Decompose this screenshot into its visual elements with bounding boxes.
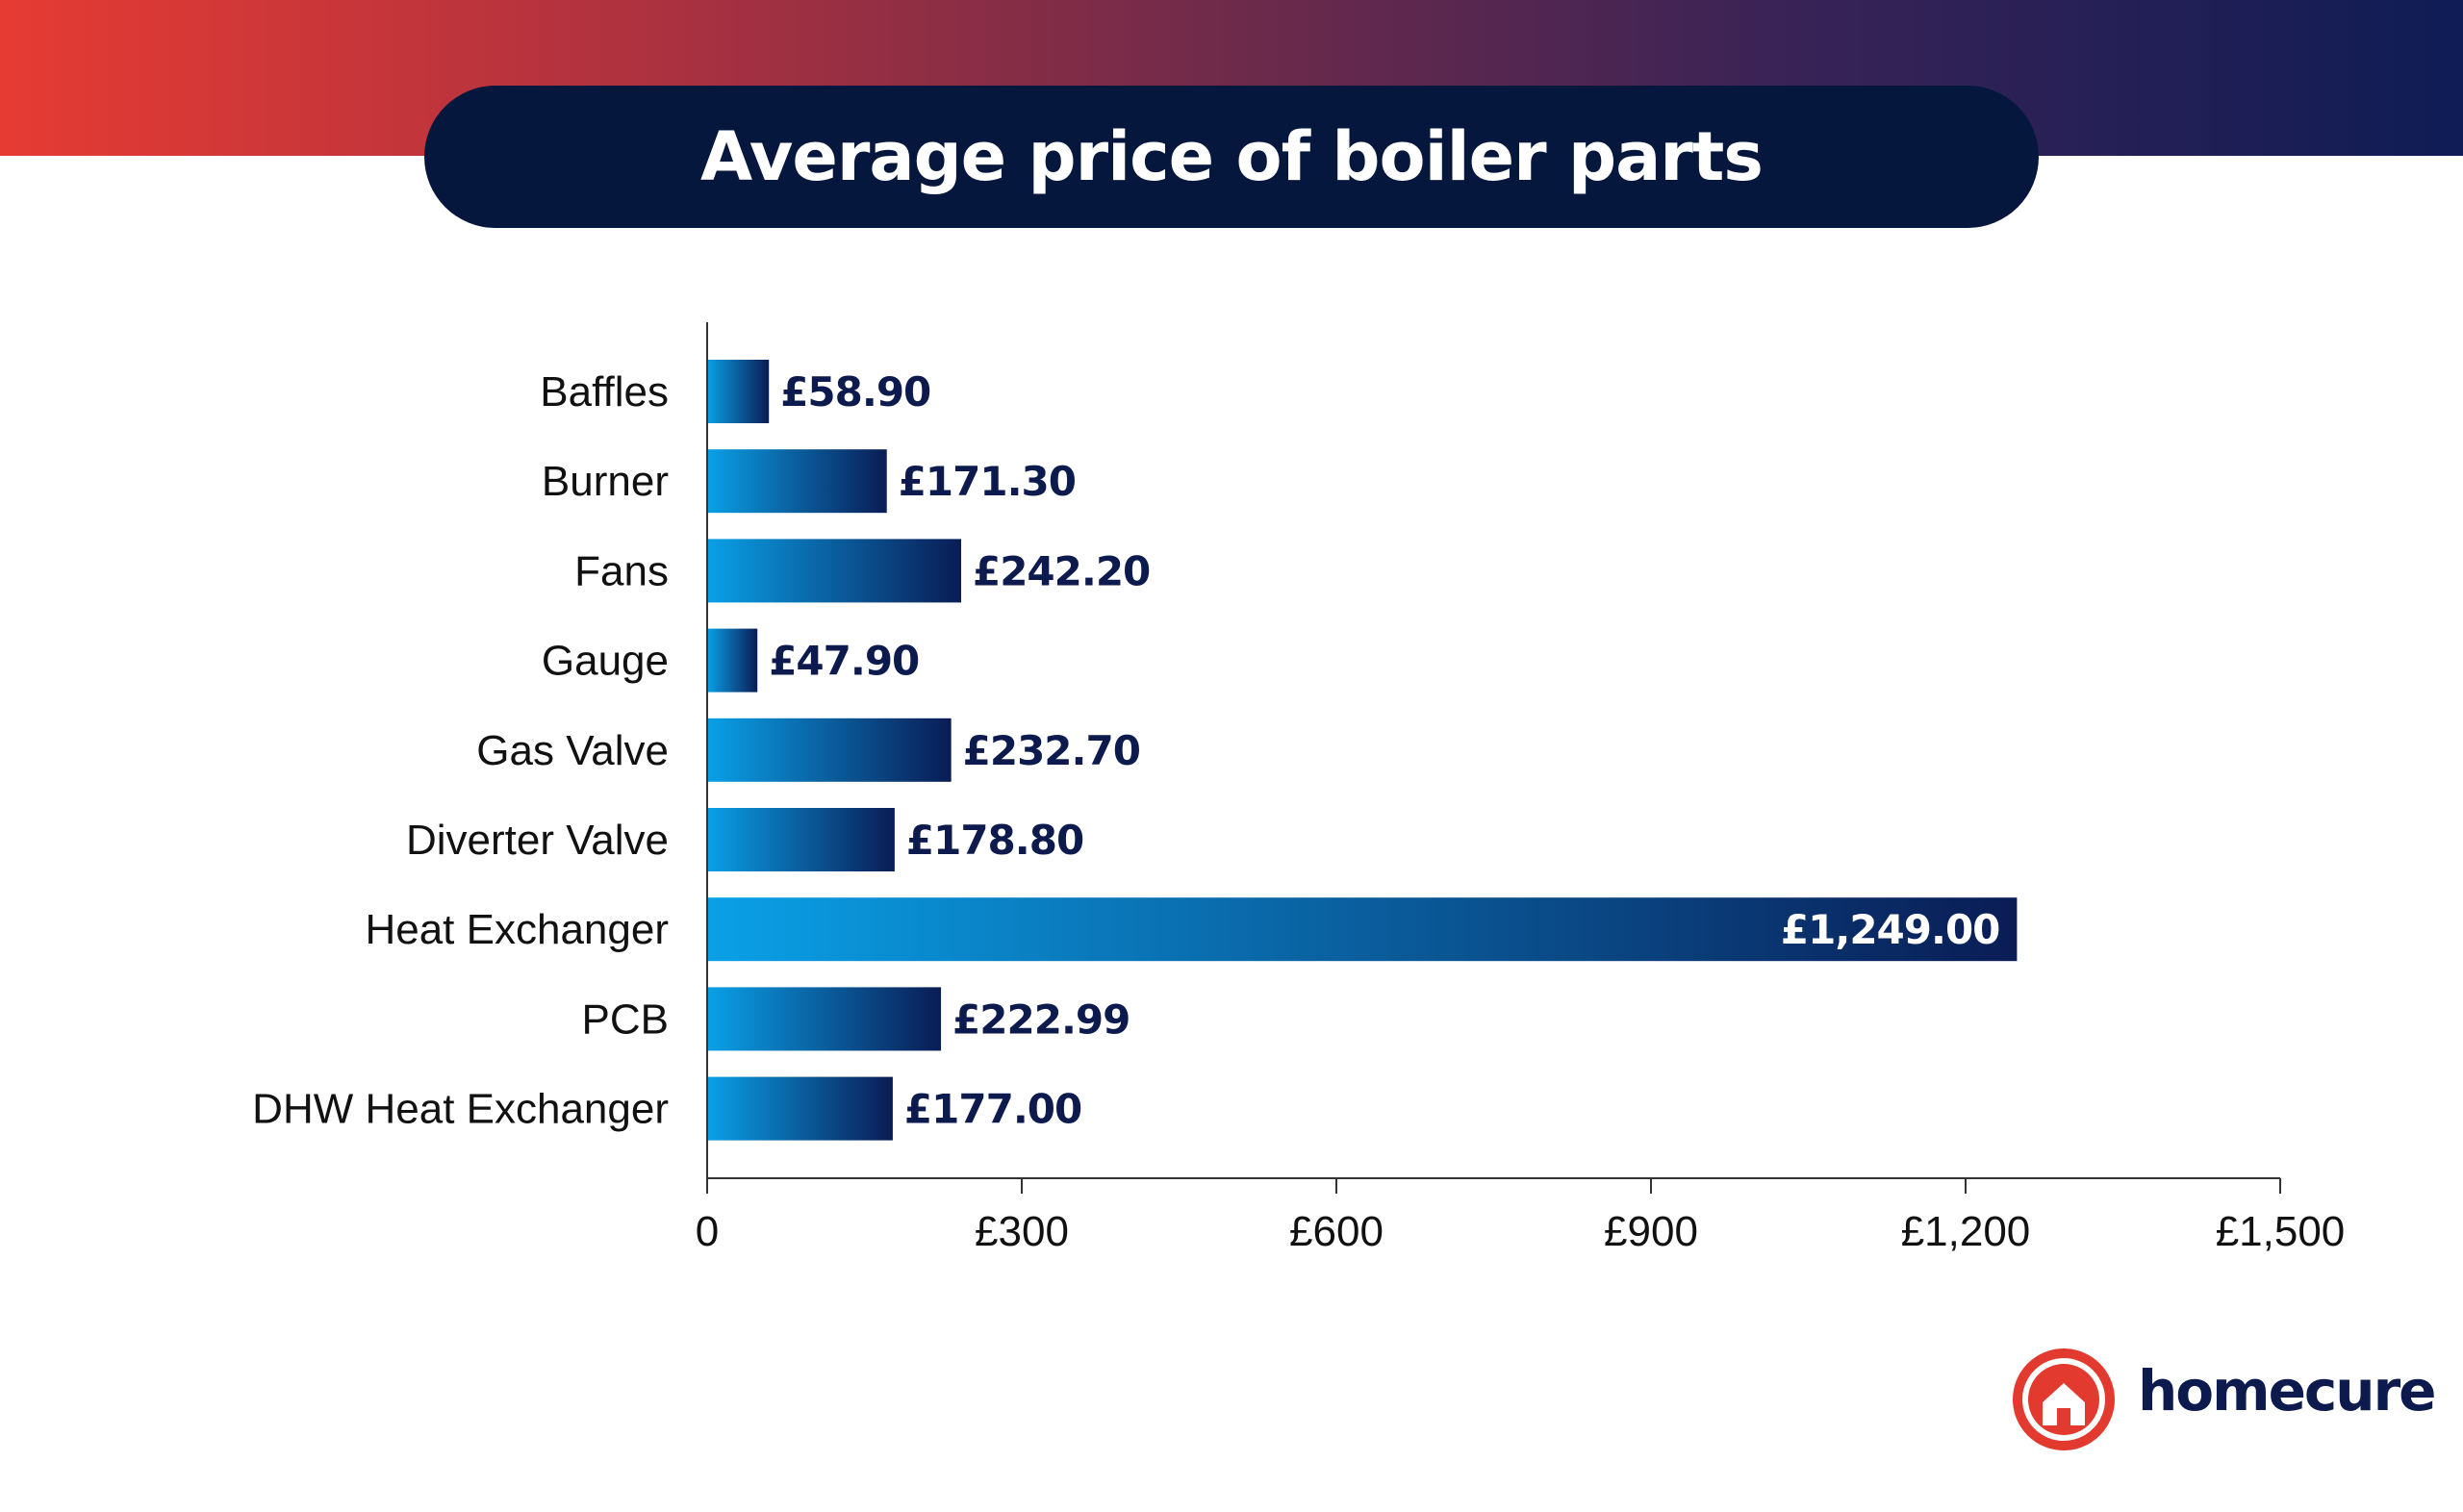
bar-baffles bbox=[707, 360, 770, 423]
x-tick-label: £1,500 bbox=[2216, 1208, 2346, 1255]
bar-diverter-valve bbox=[707, 808, 895, 871]
x-tick-label: £300 bbox=[975, 1208, 1069, 1255]
x-tick-label: £1,200 bbox=[1901, 1208, 2031, 1255]
axes-group: 0 £300 £600 £900 £1,200 £1,500 bbox=[696, 322, 2346, 1255]
bar-dhw-heat-exchanger bbox=[707, 1076, 893, 1141]
value-label: £58.90 bbox=[780, 368, 930, 416]
chart-title: Average price of boiler parts bbox=[700, 117, 1764, 196]
category-label: Diverter Valve bbox=[406, 817, 669, 864]
category-label: Gas Valve bbox=[476, 727, 669, 774]
bar-pcb bbox=[707, 987, 942, 1051]
category-label: Baffles bbox=[540, 368, 669, 416]
value-label: £178.80 bbox=[906, 817, 1083, 864]
category-label: Gauge bbox=[542, 638, 669, 685]
bar-gauge bbox=[707, 628, 758, 693]
bar-fans bbox=[707, 539, 961, 603]
category-label: Heat Exchanger bbox=[365, 906, 669, 953]
value-label: £232.70 bbox=[963, 727, 1140, 774]
bar-burner bbox=[707, 449, 887, 514]
value-label: £1,249.00 bbox=[1781, 906, 1999, 953]
title-banner: Average price of boiler parts bbox=[424, 86, 2039, 228]
value-label: £242.20 bbox=[973, 547, 1150, 594]
bars-group: Baffles £58.90 Burner £171.30 Fans £242.20 Gau… bbox=[252, 360, 2018, 1141]
value-label: £222.99 bbox=[952, 995, 1130, 1043]
x-tick-label: 0 bbox=[696, 1208, 719, 1255]
x-tick-label: £600 bbox=[1289, 1208, 1384, 1255]
house-icon bbox=[2013, 1348, 2115, 1450]
category-label: Burner bbox=[542, 458, 669, 505]
bar-heat-exchanger bbox=[707, 897, 2018, 962]
value-label: £177.00 bbox=[904, 1086, 1081, 1133]
category-label: PCB bbox=[582, 995, 669, 1043]
value-label: £47.90 bbox=[769, 638, 919, 685]
value-label: £171.30 bbox=[899, 458, 1076, 505]
category-label: DHW Heat Exchanger bbox=[252, 1086, 669, 1133]
bar-gas-valve bbox=[707, 718, 952, 782]
category-label: Fans bbox=[574, 547, 669, 594]
x-tick-label: £900 bbox=[1604, 1208, 1698, 1255]
brand-name: homecure bbox=[2138, 1358, 2437, 1424]
homecure-logo bbox=[2013, 1348, 2115, 1450]
